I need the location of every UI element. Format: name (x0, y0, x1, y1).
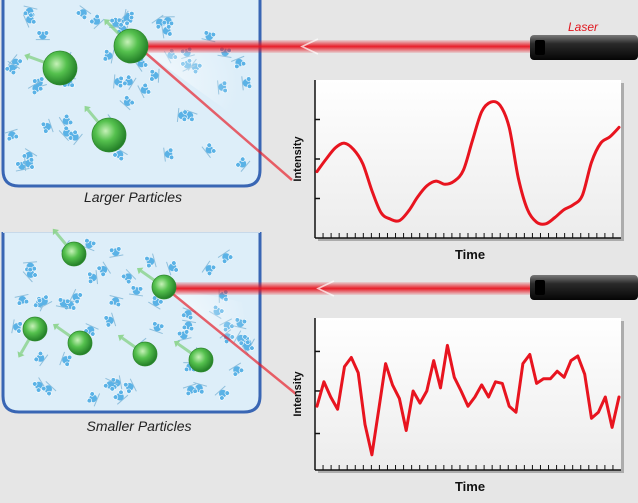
solvent-molecule (231, 55, 247, 69)
laser-beam-top (134, 40, 540, 53)
large-particle (84, 105, 127, 153)
small-particle (173, 340, 214, 373)
x-axis-label: Time (455, 247, 485, 262)
large-particle (104, 19, 149, 64)
solvent-molecule (137, 82, 152, 99)
laser-beam-bottom (164, 282, 540, 295)
scatter-cone-top (134, 44, 240, 120)
solvent-molecule (109, 17, 124, 28)
solvent-molecule (109, 246, 124, 258)
solvent-molecule (4, 60, 21, 76)
solvent-molecule (55, 297, 71, 309)
solvent-molecule (181, 307, 197, 321)
solvent-molecule (176, 107, 188, 122)
solvent-molecule (217, 249, 234, 264)
solvent-molecule (32, 377, 47, 393)
solvent-molecule (32, 76, 47, 89)
solvent-molecule (14, 293, 30, 306)
solvent-molecule (123, 378, 137, 394)
solvent-molecule (119, 10, 135, 26)
solvent-molecule (102, 49, 115, 64)
solvent-molecule (129, 285, 144, 297)
solvent-molecule (24, 156, 35, 171)
solvent-molecule (235, 156, 251, 172)
laser-device-top (530, 35, 638, 60)
solvent-molecule (241, 76, 253, 91)
beam-arrow-bottom (316, 280, 335, 297)
solvent-molecule (75, 5, 92, 20)
solvent-molecule (201, 142, 217, 158)
small-particle (52, 323, 93, 356)
beam-arrow-top (300, 38, 319, 55)
solvent-molecule (177, 329, 192, 342)
solvent-molecule (87, 270, 99, 285)
solvent-molecule (151, 14, 167, 30)
y-axis-label: Intensity (292, 371, 304, 417)
intensity-chart-small: Intensity Time (292, 318, 624, 494)
scattered-light-top (139, 47, 293, 181)
solvent-molecule (96, 261, 111, 277)
solvent-molecule (108, 295, 124, 308)
intensity-series-line (315, 100, 621, 226)
solvent-molecule (3, 128, 19, 142)
solvent-molecule (89, 14, 105, 30)
solvent-molecule (112, 147, 128, 162)
small-particle (52, 228, 87, 267)
solvent-molecule (69, 288, 83, 305)
intensity-series-line (315, 343, 621, 457)
laser-device-bottom (530, 275, 638, 300)
solvent-molecule (22, 267, 38, 283)
solvent-molecule (214, 385, 230, 401)
solvent-molecule (201, 30, 216, 43)
solvent-molecule (182, 383, 198, 396)
solvent-molecule (103, 312, 117, 328)
particles (17, 19, 214, 373)
caption-larger-particles: Larger Particles (83, 189, 183, 205)
solvent-molecule (113, 74, 124, 89)
solvent-molecule (11, 319, 23, 334)
solvent-molecule (148, 295, 164, 310)
scattered-light-bottom (167, 289, 297, 395)
solvent-molecule (161, 24, 173, 39)
solvent-molecule (59, 351, 73, 367)
intensity-chart-large: Intensity Time (292, 80, 624, 262)
chart-plot-area (315, 318, 621, 470)
solvent-molecule (144, 253, 157, 269)
solvent-molecule (15, 159, 30, 172)
solvent-molecule (27, 80, 44, 95)
solvent-molecule (166, 260, 179, 276)
solvent-molecule (86, 391, 101, 407)
solvent-molecule (201, 260, 217, 276)
solvent-molecule (37, 294, 53, 309)
solvent-molecule (33, 350, 49, 367)
large-particle (24, 50, 78, 86)
solvent-molecule (122, 74, 137, 91)
laser-label: Laser (568, 20, 599, 34)
y-axis-label: Intensity (292, 136, 304, 182)
solvent-molecule (163, 147, 175, 162)
solvent-molecule (23, 12, 37, 28)
small-particle (117, 334, 158, 367)
solvent-molecule (228, 362, 245, 377)
solvent-molecule (35, 30, 50, 41)
solvent-molecule (40, 118, 54, 134)
caption-smaller-particles: Smaller Particles (86, 418, 192, 434)
solvent-molecule (181, 319, 197, 332)
small-particle (17, 316, 48, 358)
solvent-molecule (149, 321, 165, 335)
small-particle (136, 267, 177, 300)
solvent-molecule (112, 389, 129, 405)
solvent-molecule (149, 68, 160, 83)
solvent-molecule (41, 381, 57, 397)
solvent-molecule (103, 377, 119, 392)
solvent-molecule (7, 54, 23, 70)
solvent-molecule (68, 129, 83, 146)
x-axis-label: Time (455, 479, 485, 494)
solvent-molecule (121, 269, 137, 285)
solvent-molecule (119, 95, 135, 111)
